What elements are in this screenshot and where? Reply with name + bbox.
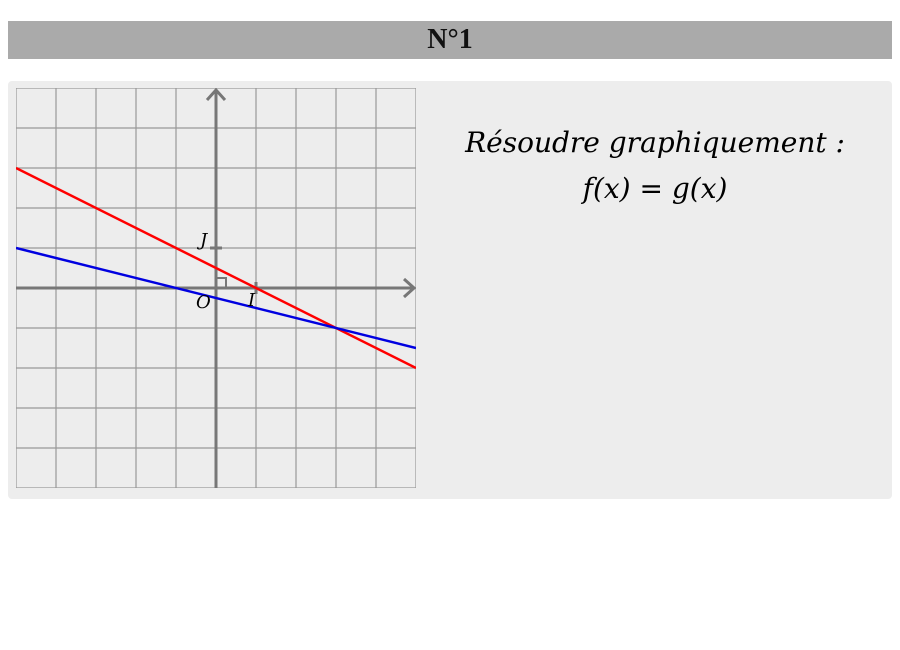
series-group [16, 166, 416, 370]
right-angle-marker [216, 277, 227, 288]
instruction-line-1: Résoudre graphiquement : [465, 126, 845, 159]
unit-y-label: J [196, 230, 209, 251]
series-line-f [16, 166, 416, 370]
axes [16, 88, 416, 488]
instruction-text: Résoudre graphiquement : f(x) = g(x) [430, 120, 880, 212]
series-line-g [16, 246, 416, 350]
instruction-line-2: f(x) = g(x) [582, 172, 728, 205]
graph: O I J [16, 88, 416, 488]
x-axis-arrow [402, 277, 416, 299]
unit-x-label: I [247, 290, 256, 311]
exercise-title: N°1 [8, 21, 892, 59]
origin-label: O [196, 292, 211, 313]
y-axis-arrow [205, 88, 227, 102]
